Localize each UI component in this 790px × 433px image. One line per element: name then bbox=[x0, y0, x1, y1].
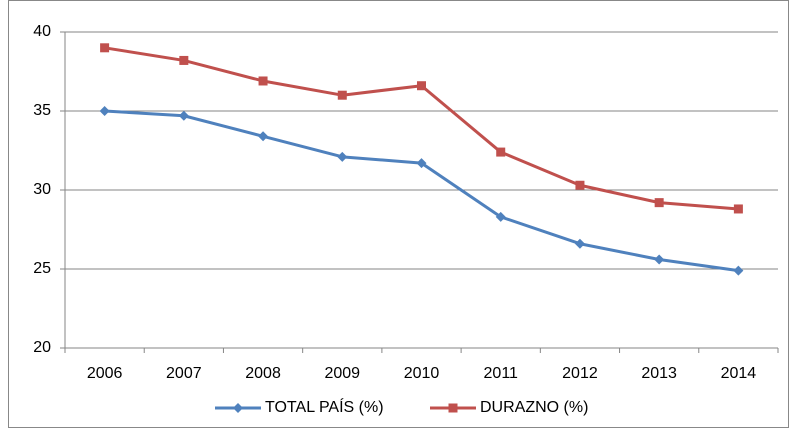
data-point bbox=[99, 106, 110, 116]
x-tick-label: 2013 bbox=[641, 365, 677, 382]
data-point bbox=[496, 147, 506, 157]
series-line bbox=[104, 46, 739, 211]
legend-marker bbox=[233, 403, 243, 413]
y-tick-label: 35 bbox=[33, 102, 51, 119]
x-tick-label: 2011 bbox=[484, 365, 519, 382]
x-tick-label: 2006 bbox=[87, 365, 123, 382]
y-tick-label: 25 bbox=[33, 260, 51, 277]
data-point bbox=[417, 81, 426, 91]
x-tick-label: 2007 bbox=[166, 365, 202, 382]
series-line bbox=[104, 109, 739, 273]
data-point bbox=[416, 158, 427, 169]
data-point bbox=[337, 151, 348, 162]
legend-marker bbox=[448, 403, 458, 413]
legend-label: DURAZNO (%) bbox=[480, 399, 588, 416]
data-point bbox=[654, 254, 665, 265]
y-tick-label: 30 bbox=[33, 181, 51, 198]
x-tick-label: 2012 bbox=[562, 365, 598, 382]
y-tick-label: 20 bbox=[33, 339, 51, 356]
x-tick-label: 2010 bbox=[404, 365, 440, 382]
legend-label: TOTAL PAÍS (%) bbox=[265, 397, 384, 416]
x-tick-label: 2009 bbox=[324, 365, 360, 382]
data-point bbox=[178, 110, 189, 121]
data-point bbox=[337, 90, 347, 100]
x-tick-label: 2008 bbox=[245, 365, 281, 382]
chart-frame bbox=[8, 0, 789, 428]
data-point bbox=[733, 204, 743, 214]
y-tick-label: 40 bbox=[33, 23, 51, 40]
data-point bbox=[258, 76, 268, 86]
data-point bbox=[654, 198, 664, 208]
data-point bbox=[575, 180, 585, 190]
data-point bbox=[733, 265, 744, 276]
data-point bbox=[495, 211, 506, 222]
data-point bbox=[258, 131, 269, 142]
data-point bbox=[179, 55, 189, 65]
data-point bbox=[100, 43, 110, 53]
x-tick-label: 2014 bbox=[721, 365, 757, 382]
data-point bbox=[574, 238, 585, 249]
